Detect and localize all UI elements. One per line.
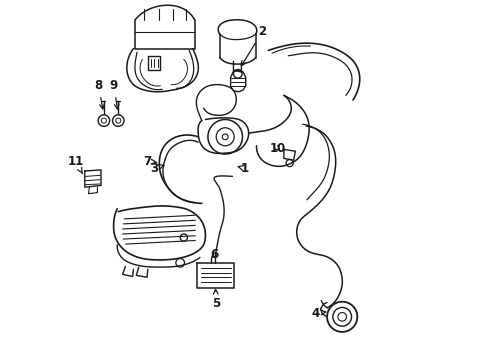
Text: 9: 9	[110, 79, 119, 109]
Text: 7: 7	[143, 155, 157, 168]
Text: 10: 10	[270, 142, 286, 155]
Text: 3: 3	[150, 162, 164, 175]
Text: 11: 11	[68, 156, 84, 174]
Text: 2: 2	[242, 25, 267, 66]
Text: 4: 4	[311, 307, 326, 320]
Text: 6: 6	[210, 248, 219, 261]
Text: 8: 8	[95, 79, 104, 109]
Text: 1: 1	[238, 162, 249, 175]
Text: 5: 5	[212, 289, 220, 310]
